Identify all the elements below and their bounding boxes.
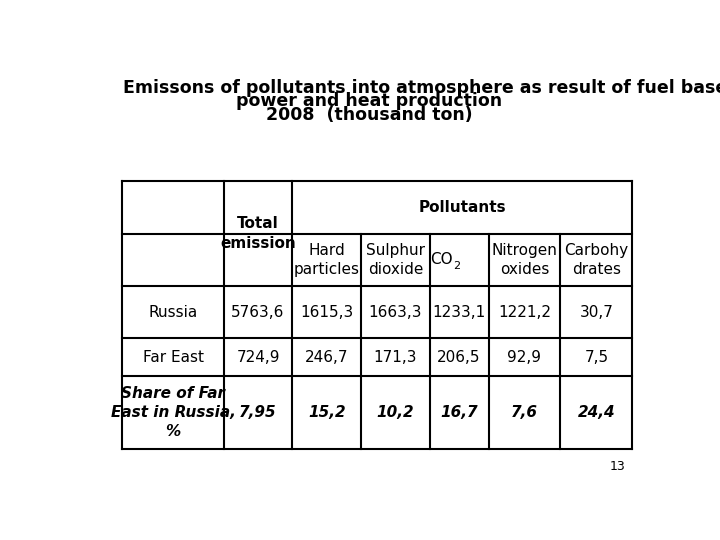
- Text: 1663,3: 1663,3: [369, 305, 422, 320]
- Text: 2: 2: [453, 261, 460, 272]
- Text: 7,6: 7,6: [511, 405, 538, 420]
- Text: power and heat production: power and heat production: [236, 92, 502, 110]
- Text: Far East: Far East: [143, 350, 204, 364]
- Text: 246,7: 246,7: [305, 350, 348, 364]
- Text: CO: CO: [430, 252, 452, 267]
- Text: 92,9: 92,9: [508, 350, 541, 364]
- Text: 30,7: 30,7: [580, 305, 613, 320]
- Text: 10,2: 10,2: [377, 405, 414, 420]
- Text: 24,4: 24,4: [577, 405, 615, 420]
- Text: 2008  (thousand ton): 2008 (thousand ton): [266, 106, 472, 124]
- Text: 7,5: 7,5: [585, 350, 608, 364]
- Text: 15,2: 15,2: [308, 405, 346, 420]
- Text: Russia: Russia: [148, 305, 198, 320]
- Text: Hard
particles: Hard particles: [294, 242, 360, 277]
- Text: 1221,2: 1221,2: [498, 305, 551, 320]
- Text: Nitrogen
oxides: Nitrogen oxides: [492, 242, 557, 277]
- Text: 13: 13: [610, 460, 626, 473]
- Text: 724,9: 724,9: [236, 350, 280, 364]
- Text: 171,3: 171,3: [374, 350, 417, 364]
- Text: 1233,1: 1233,1: [433, 305, 486, 320]
- Text: Total
emission: Total emission: [220, 216, 296, 251]
- Text: 7,95: 7,95: [239, 405, 277, 420]
- Text: Pollutants: Pollutants: [418, 200, 506, 215]
- Text: Sulphur
dioxide: Sulphur dioxide: [366, 242, 425, 277]
- Text: 206,5: 206,5: [437, 350, 481, 364]
- Text: 16,7: 16,7: [441, 405, 478, 420]
- Text: Carbohy
drates: Carbohy drates: [564, 242, 629, 277]
- Text: 1615,3: 1615,3: [300, 305, 354, 320]
- Text: 5763,6: 5763,6: [231, 305, 284, 320]
- Text: Share of Far
East in Russia,
%: Share of Far East in Russia, %: [111, 386, 235, 440]
- Text: Emissons of pollutants into atmosphere as result of fuel based: Emissons of pollutants into atmosphere a…: [124, 79, 720, 97]
